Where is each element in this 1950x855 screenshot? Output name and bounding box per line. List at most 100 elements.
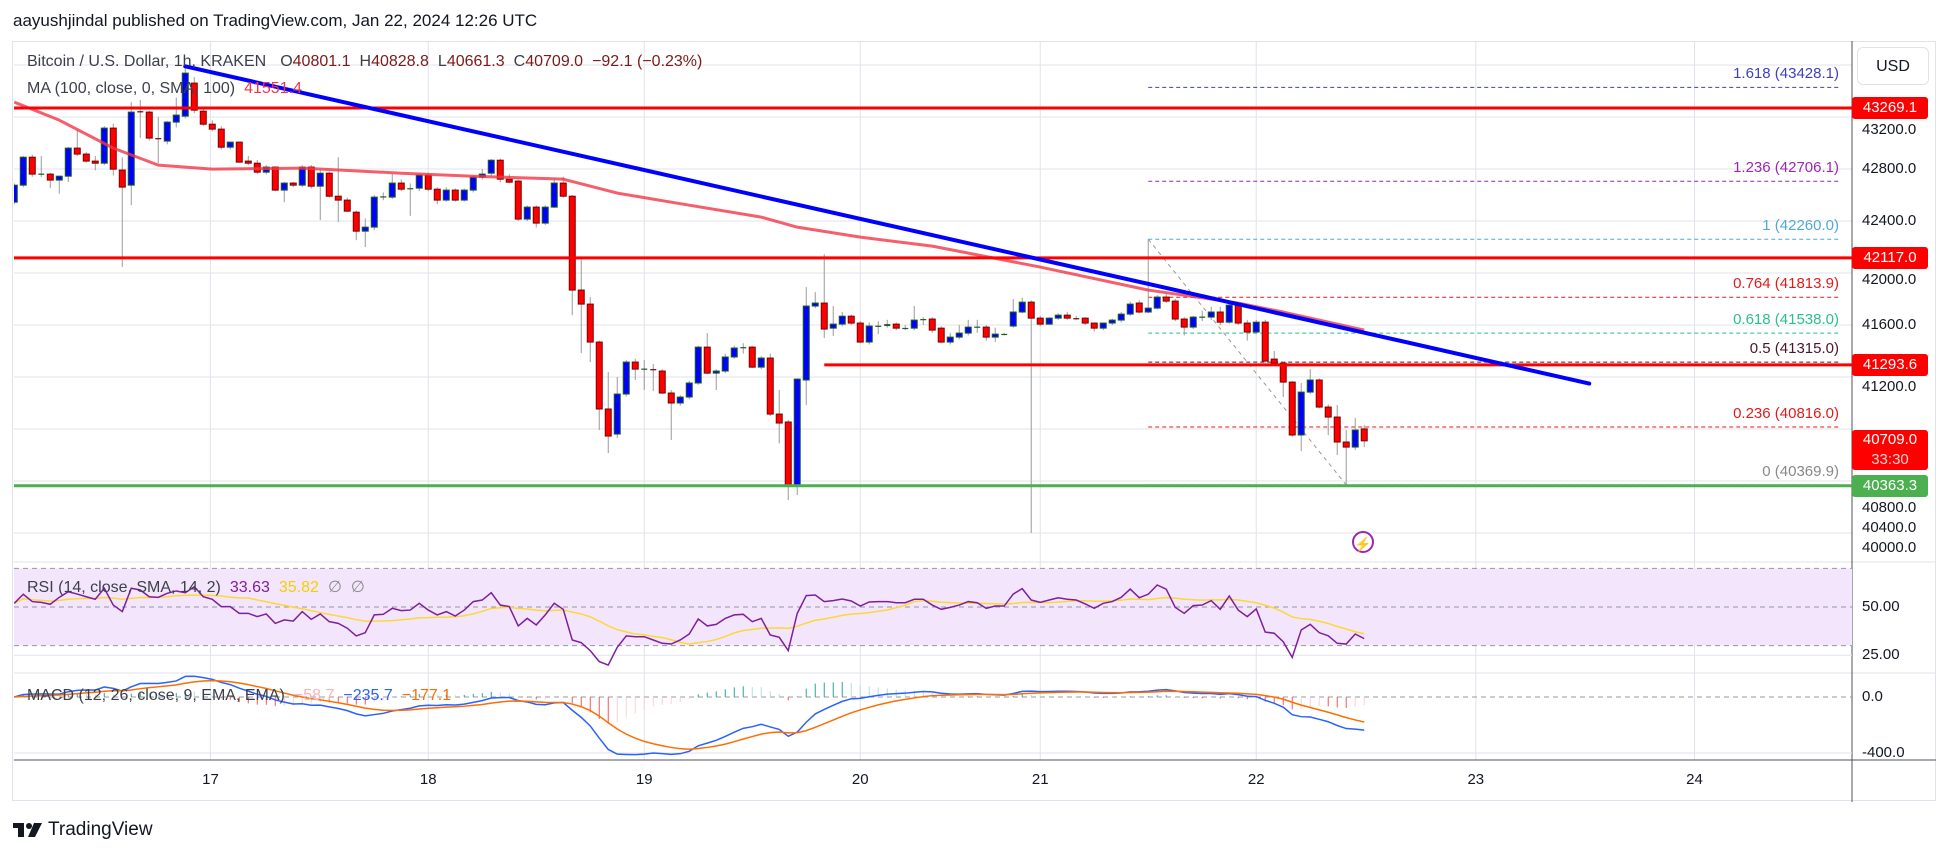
bearish-candle — [208, 123, 216, 130]
rsi-tick-label: 50.00 — [1862, 597, 1900, 615]
bullish-candle — [712, 370, 720, 374]
bar-countdown: 33:30 — [1871, 450, 1909, 468]
bullish-candle — [1199, 316, 1206, 318]
bullish-candle — [1108, 319, 1116, 324]
bearish-candle — [1279, 362, 1287, 383]
bullish-candle — [721, 356, 729, 372]
bullish-candle — [613, 393, 621, 435]
bullish-candle — [550, 182, 558, 208]
bullish-candle — [740, 347, 747, 349]
bearish-candle — [397, 182, 405, 190]
macd-hist-value: −58.7 — [293, 687, 335, 704]
symbol-legend: Bitcoin / U.S. Dollar, 1h, KRAKEN O40801.… — [27, 53, 711, 71]
tradingview-logo[interactable]: TradingView — [13, 819, 153, 841]
bullish-candle — [641, 368, 648, 370]
bullish-candle — [460, 189, 468, 201]
time-tick-label: 21 — [1031, 771, 1049, 788]
fib-level-label: 0.618 (41538.0) — [1733, 311, 1839, 329]
bullish-candle — [361, 226, 369, 232]
bearish-candle — [190, 82, 198, 111]
bullish-candle — [1306, 379, 1314, 393]
bullish-candle — [181, 72, 189, 117]
resistance-price-badge: 42117.0 — [1852, 246, 1928, 269]
bullish-candle — [487, 159, 495, 174]
rsi-legend[interactable]: RSI (14, close, SMA, 14, 2) 33.63 35.82 ∅ ∅ — [27, 577, 374, 597]
bearish-candle — [289, 182, 297, 186]
bearish-candle — [28, 156, 36, 175]
macd-value: −235.7 — [343, 687, 393, 704]
bearish-candle — [1036, 317, 1044, 325]
bullish-candle — [685, 382, 693, 398]
bullish-candle — [884, 324, 891, 327]
last-price-value: 40709.0 — [1862, 430, 1918, 448]
time-tick-label: 20 — [851, 771, 869, 788]
bullish-candle — [1099, 322, 1107, 329]
price-tick-label: 40000.0 — [1862, 538, 1917, 556]
rsi-line — [13, 584, 1365, 667]
bullish-candle — [541, 206, 549, 224]
ma-legend[interactable]: MA (100, close, 0, SMA, 100) 41551.4 — [27, 80, 311, 98]
ma-legend-label: MA (100, close, 0, SMA, 100) — [27, 80, 236, 97]
bullish-candle — [964, 326, 972, 334]
descending-trendline — [183, 64, 1592, 386]
last-price-badge: 40709.0 33:30 — [1852, 429, 1928, 470]
macd-signal-line — [14, 679, 1365, 750]
chart-frame — [12, 41, 1936, 801]
macd-signal-value: −177.1 — [401, 687, 452, 704]
bearish-candle — [1342, 441, 1350, 448]
bearish-candle — [766, 357, 774, 415]
macd-legend[interactable]: MACD (12, 26, close, 9, EMA, EMA) −58.7 −2… — [27, 687, 460, 705]
bearish-candle — [91, 160, 99, 164]
bearish-candle — [244, 160, 252, 164]
bullish-candle — [902, 327, 909, 330]
time-tick-label: 19 — [635, 771, 653, 788]
bullish-candle — [1001, 333, 1008, 336]
bullish-candle — [991, 333, 999, 338]
open-value: 40801.1 — [292, 53, 351, 70]
bearish-candle — [748, 346, 756, 368]
lightning-bolt-icon[interactable]: ⚡ — [1352, 531, 1374, 553]
bearish-candle — [1180, 318, 1188, 328]
currency-button[interactable]: USD — [1857, 47, 1929, 85]
bearish-candle — [937, 327, 945, 343]
resistance-price-badge: 43269.1 — [1852, 97, 1928, 120]
rsi-legend-label: RSI (14, close, SMA, 14, 2) — [27, 579, 221, 596]
time-tick-label: 23 — [1467, 771, 1485, 788]
bearish-candle — [820, 302, 828, 330]
bearish-candle — [1073, 318, 1080, 320]
bearish-candle — [577, 289, 585, 305]
bullish-candle — [415, 174, 423, 189]
bearish-candle — [928, 318, 936, 331]
price-tick-label: 40800.0 — [1862, 498, 1917, 516]
open-label: O — [280, 53, 293, 70]
low-label: L — [437, 53, 447, 70]
bearish-candle — [1171, 300, 1179, 320]
bearish-candle — [650, 369, 657, 371]
price-tick-label: 41200.0 — [1862, 377, 1917, 395]
bullish-candle — [1189, 316, 1197, 328]
rsi-extra-1: ∅ — [327, 579, 342, 596]
bearish-candle — [703, 346, 711, 374]
ma-legend-value: 41551.4 — [244, 80, 302, 97]
rsi-value: 33.63 — [229, 579, 270, 596]
bullish-candle — [865, 325, 873, 343]
bullish-candle — [875, 325, 882, 327]
support-price-badge: 40363.3 — [1852, 474, 1928, 497]
bullish-candle — [469, 176, 477, 191]
bearish-candle — [352, 211, 360, 232]
bullish-candle — [442, 189, 450, 201]
bearish-candle — [1027, 301, 1035, 319]
bearish-candle — [137, 111, 144, 113]
bearish-candle — [1234, 304, 1242, 324]
ma100-line — [14, 100, 1365, 332]
bullish-candle — [838, 315, 846, 325]
bullish-candle — [14, 184, 18, 203]
bullish-candle — [829, 323, 837, 329]
bearish-candle — [496, 159, 504, 180]
bearish-candle — [82, 153, 90, 162]
bullish-candle — [523, 206, 531, 220]
bearish-candle — [667, 392, 675, 404]
bearish-candle — [532, 206, 540, 224]
bearish-candle — [586, 303, 594, 343]
